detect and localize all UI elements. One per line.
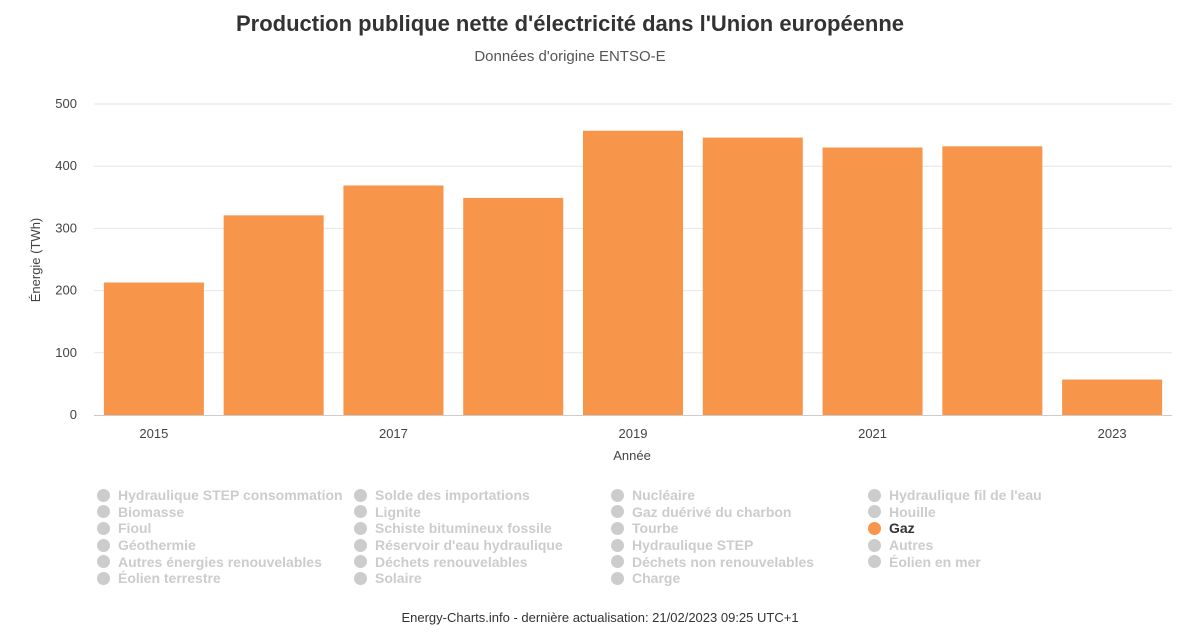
bar-2023[interactable] <box>1062 379 1163 415</box>
bar-2018[interactable] <box>463 197 564 415</box>
legend-item-label: Éolien en mer <box>889 553 981 570</box>
legend-dot-icon <box>868 555 881 569</box>
legend-item[interactable]: Lignite <box>354 504 611 521</box>
legend-item[interactable]: Déchets renouvelables <box>354 553 611 570</box>
y-tick-label: 0 <box>70 407 77 422</box>
legend-item-label: Charge <box>632 570 681 587</box>
x-tick-label: 2021 <box>858 426 887 441</box>
legend-dot-icon <box>354 488 367 502</box>
legend-item-label: Éolien terrestre <box>118 570 221 587</box>
legend-item[interactable]: Hydraulique STEP <box>611 537 868 554</box>
legend-dot-icon <box>97 538 110 552</box>
legend-dot-icon <box>354 555 367 569</box>
legend-item-label: Réservoir d'eau hydraulique <box>375 537 563 554</box>
legend-dot-icon <box>97 571 110 585</box>
legend-dot-icon <box>611 505 624 519</box>
legend-dot-icon <box>868 521 881 535</box>
legend-item[interactable]: Éolien terrestre <box>97 570 354 587</box>
legend-item[interactable]: Biomasse <box>97 504 354 521</box>
legend-dot-icon <box>97 488 110 502</box>
x-axis-title: Année <box>613 448 651 463</box>
legend-item[interactable]: Hydraulique STEP consommation <box>97 487 354 504</box>
legend-item[interactable]: Déchets non renouvelables <box>611 553 868 570</box>
legend-dot-icon <box>354 538 367 552</box>
legend-item[interactable]: Fioul <box>97 520 354 537</box>
bar-2021[interactable] <box>822 147 923 416</box>
chart: Production publique nette d'électricité … <box>28 11 1172 463</box>
x-tick-label: 2017 <box>379 426 408 441</box>
y-axis-ticks: 0 100 200 300 400 500 <box>55 96 77 422</box>
bar-2020[interactable] <box>702 137 803 415</box>
legend-dot-icon <box>97 505 110 519</box>
legend-dot-icon <box>354 505 367 519</box>
legend-item[interactable]: Solde des importations <box>354 487 611 504</box>
legend-item[interactable]: Autres <box>868 537 1125 554</box>
legend-dot-icon <box>868 538 881 552</box>
legend-item-label: Nucléaire <box>632 487 696 504</box>
y-tick-label: 500 <box>55 96 77 111</box>
legend-item[interactable]: Gaz <box>868 520 1125 537</box>
legend-dot-icon <box>611 488 624 502</box>
bar-2022[interactable] <box>942 146 1043 415</box>
bars <box>103 130 1163 416</box>
legend-item-label: Solde des importations <box>375 487 530 504</box>
legend-item[interactable]: Géothermie <box>97 537 354 554</box>
chart-title: Production publique nette d'électricité … <box>236 11 904 36</box>
legend: Hydraulique STEP consommation Biomasse Fio… <box>97 487 1187 587</box>
legend-dot-icon <box>611 555 624 569</box>
legend-dot-icon <box>97 555 110 569</box>
legend-dot-icon <box>868 488 881 502</box>
legend-dot-icon <box>868 505 881 519</box>
legend-item-label: Autres énergies renouvelables <box>118 553 322 570</box>
y-tick-label: 300 <box>55 220 77 235</box>
footer-credit: Energy-Charts.info - dernière actualisat… <box>401 610 799 625</box>
legend-item[interactable]: Nucléaire <box>611 487 868 504</box>
legend-item[interactable]: Solaire <box>354 570 611 587</box>
legend-item-label: Lignite <box>375 503 421 520</box>
legend-dot-icon <box>97 521 110 535</box>
legend-item-label: Solaire <box>375 570 422 587</box>
legend-item[interactable]: Tourbe <box>611 520 868 537</box>
legend-item-label: Déchets non renouvelables <box>632 553 815 570</box>
legend-dot-icon <box>611 538 624 552</box>
chart-subtitle: Données d'origine ENTSO-E <box>474 48 665 65</box>
x-axis-ticks: 2015 2017 2019 2021 2023 <box>139 426 1126 441</box>
legend-item[interactable]: Houille <box>868 504 1125 521</box>
legend-item[interactable]: Charge <box>611 570 868 587</box>
legend-dot-icon <box>354 521 367 535</box>
y-tick-label: 100 <box>55 345 77 360</box>
bar-2017[interactable] <box>343 185 444 415</box>
x-tick-label: 2023 <box>1098 426 1127 441</box>
legend-item-label: Fioul <box>118 520 152 537</box>
x-tick-label: 2019 <box>619 426 648 441</box>
legend-dot-icon <box>611 571 624 585</box>
legend-item-label: Biomasse <box>118 503 185 520</box>
y-tick-label: 400 <box>55 158 77 173</box>
x-tick-label: 2015 <box>139 426 168 441</box>
bar-2016[interactable] <box>223 215 324 415</box>
legend-item[interactable]: Gaz duérivé du charbon <box>611 504 868 521</box>
legend-item[interactable]: Éolien en mer <box>868 553 1125 570</box>
legend-item-label: Hydraulique STEP <box>632 537 754 554</box>
legend-dot-icon <box>611 521 624 535</box>
legend-item-label: Hydraulique STEP consommation <box>118 487 343 504</box>
y-axis-title: Énergie (TWh) <box>28 218 43 303</box>
legend-item-label: Hydraulique fil de l'eau <box>889 487 1042 504</box>
legend-item[interactable]: Schiste bitumineux fossile <box>354 520 611 537</box>
y-tick-label: 200 <box>55 283 77 298</box>
legend-item[interactable]: Hydraulique fil de l'eau <box>868 487 1125 504</box>
bar-2015[interactable] <box>103 282 204 415</box>
legend-item-label: Schiste bitumineux fossile <box>375 520 552 537</box>
legend-item-label: Tourbe <box>632 520 679 537</box>
legend-item-label: Géothermie <box>118 537 196 554</box>
bar-2019[interactable] <box>582 130 684 415</box>
legend-item-label: Houille <box>889 503 936 520</box>
legend-item[interactable]: Réservoir d'eau hydraulique <box>354 537 611 554</box>
legend-dot-icon <box>354 571 367 585</box>
legend-item-label: Autres <box>889 537 934 554</box>
legend-item[interactable]: Autres énergies renouvelables <box>97 553 354 570</box>
legend-item-label: Gaz <box>889 520 915 537</box>
legend-item-label: Déchets renouvelables <box>375 553 528 570</box>
legend-item-label: Gaz duérivé du charbon <box>632 503 792 520</box>
